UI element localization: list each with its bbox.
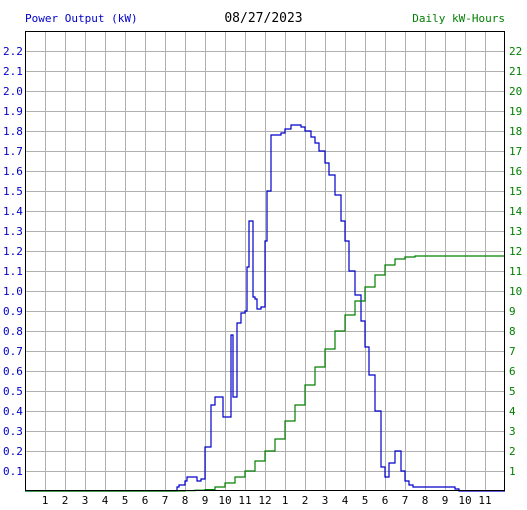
y-tick-label-right: 18 — [509, 125, 522, 138]
plot-frame — [25, 31, 505, 491]
y-tick-label-left: 0.7 — [3, 345, 23, 358]
x-tick-label: 8 — [422, 494, 429, 507]
y-tick-label-left: 0.2 — [3, 445, 23, 458]
y-tick-label-right: 12 — [509, 245, 522, 258]
x-tick-label: 7 — [402, 494, 409, 507]
x-tick-label: 8 — [182, 494, 189, 507]
x-tick-label: 7 — [162, 494, 169, 507]
x-tick-label: 4 — [342, 494, 349, 507]
x-tick-label: 5 — [122, 494, 129, 507]
y-tick-label-left: 1.8 — [3, 125, 23, 138]
y-tick-label-right: 20 — [509, 85, 522, 98]
y-tick-label-left: 1.3 — [3, 225, 23, 238]
x-tick-label: 2 — [62, 494, 69, 507]
y-tick-label-left: 0.6 — [3, 365, 23, 378]
x-tick-label: 5 — [362, 494, 369, 507]
y-tick-label-left: 0.3 — [3, 425, 23, 438]
y-tick-label-left: 1.2 — [3, 245, 23, 258]
x-tick-label: 6 — [382, 494, 389, 507]
grid-lines — [25, 31, 505, 491]
x-tick-label: 3 — [322, 494, 329, 507]
y-tick-label-right: 11 — [509, 265, 522, 278]
y-tick-label-left: 1.7 — [3, 145, 23, 158]
y-tick-label-right: 10 — [509, 285, 522, 298]
x-tick-label: 6 — [142, 494, 149, 507]
daily-kwh-series — [25, 255, 505, 492]
y-tick-label-left: 1.1 — [3, 265, 23, 278]
y-tick-label-right: 7 — [509, 345, 516, 358]
y-tick-label-left: 0.9 — [3, 305, 23, 318]
y-tick-label-left: 0.4 — [3, 405, 23, 418]
x-tick-label: 10 — [458, 494, 471, 507]
y-tick-label-right: 22 — [509, 45, 522, 58]
y-tick-label-right: 3 — [509, 425, 516, 438]
y-tick-label-right: 6 — [509, 365, 516, 378]
y-tick-label-left: 2.2 — [3, 45, 23, 58]
x-tick-label: 9 — [202, 494, 209, 507]
y-tick-label-right: 5 — [509, 385, 516, 398]
y-tick-label-right: 2 — [509, 445, 516, 458]
y-axis-label-left: Power Output (kW) — [25, 12, 138, 25]
y-tick-label-right: 19 — [509, 105, 522, 118]
x-tick-label: 9 — [442, 494, 449, 507]
x-tick-label: 11 — [238, 494, 251, 507]
x-tick-label: 10 — [218, 494, 231, 507]
y-tick-label-left: 0.1 — [3, 465, 23, 478]
x-tick-label: 4 — [102, 494, 109, 507]
x-tick-label: 1 — [282, 494, 289, 507]
power-output-series — [25, 124, 505, 492]
y-tick-label-left: 1.9 — [3, 105, 23, 118]
y-tick-label-left: 1.0 — [3, 285, 23, 298]
y-tick-label-right: 1 — [509, 465, 516, 478]
y-tick-label-right: 17 — [509, 145, 522, 158]
y-tick-label-left: 2.0 — [3, 85, 23, 98]
x-tick-label: 3 — [82, 494, 89, 507]
y-tick-label-right: 15 — [509, 185, 522, 198]
y-tick-label-right: 14 — [509, 205, 523, 218]
x-tick-label: 2 — [302, 494, 309, 507]
y-tick-label-right: 13 — [509, 225, 522, 238]
y-tick-label-left: 0.8 — [3, 325, 23, 338]
chart-title: 08/27/2023 — [224, 11, 303, 26]
y-tick-label-left: 1.4 — [3, 205, 23, 218]
y-tick-label-left: 1.5 — [3, 185, 23, 198]
y-tick-label-left: 1.6 — [3, 165, 23, 178]
power-output-line — [25, 124, 505, 492]
tick-labels: 1 2 3 4 5 6 7 8 9 10 11 12 1 2 3 4 5 6 7 8 9 10 110.10.20.30.4… — [3, 45, 523, 507]
y-tick-label-left: 0.5 — [3, 385, 23, 398]
y-tick-label-right: 16 — [509, 165, 522, 178]
y-tick-label-left: 2.1 — [3, 65, 23, 78]
y-tick-label-right: 4 — [509, 405, 516, 418]
x-tick-label: 11 — [478, 494, 491, 507]
y-tick-label-right: 9 — [509, 305, 516, 318]
x-tick-label: 1 — [42, 494, 49, 507]
y-tick-label-right: 8 — [509, 325, 516, 338]
y-tick-label-right: 21 — [509, 65, 522, 78]
daily-kwh-line — [25, 255, 505, 492]
y-axis-label-right: Daily kW-Hours — [412, 12, 505, 25]
x-tick-label: 12 — [258, 494, 271, 507]
